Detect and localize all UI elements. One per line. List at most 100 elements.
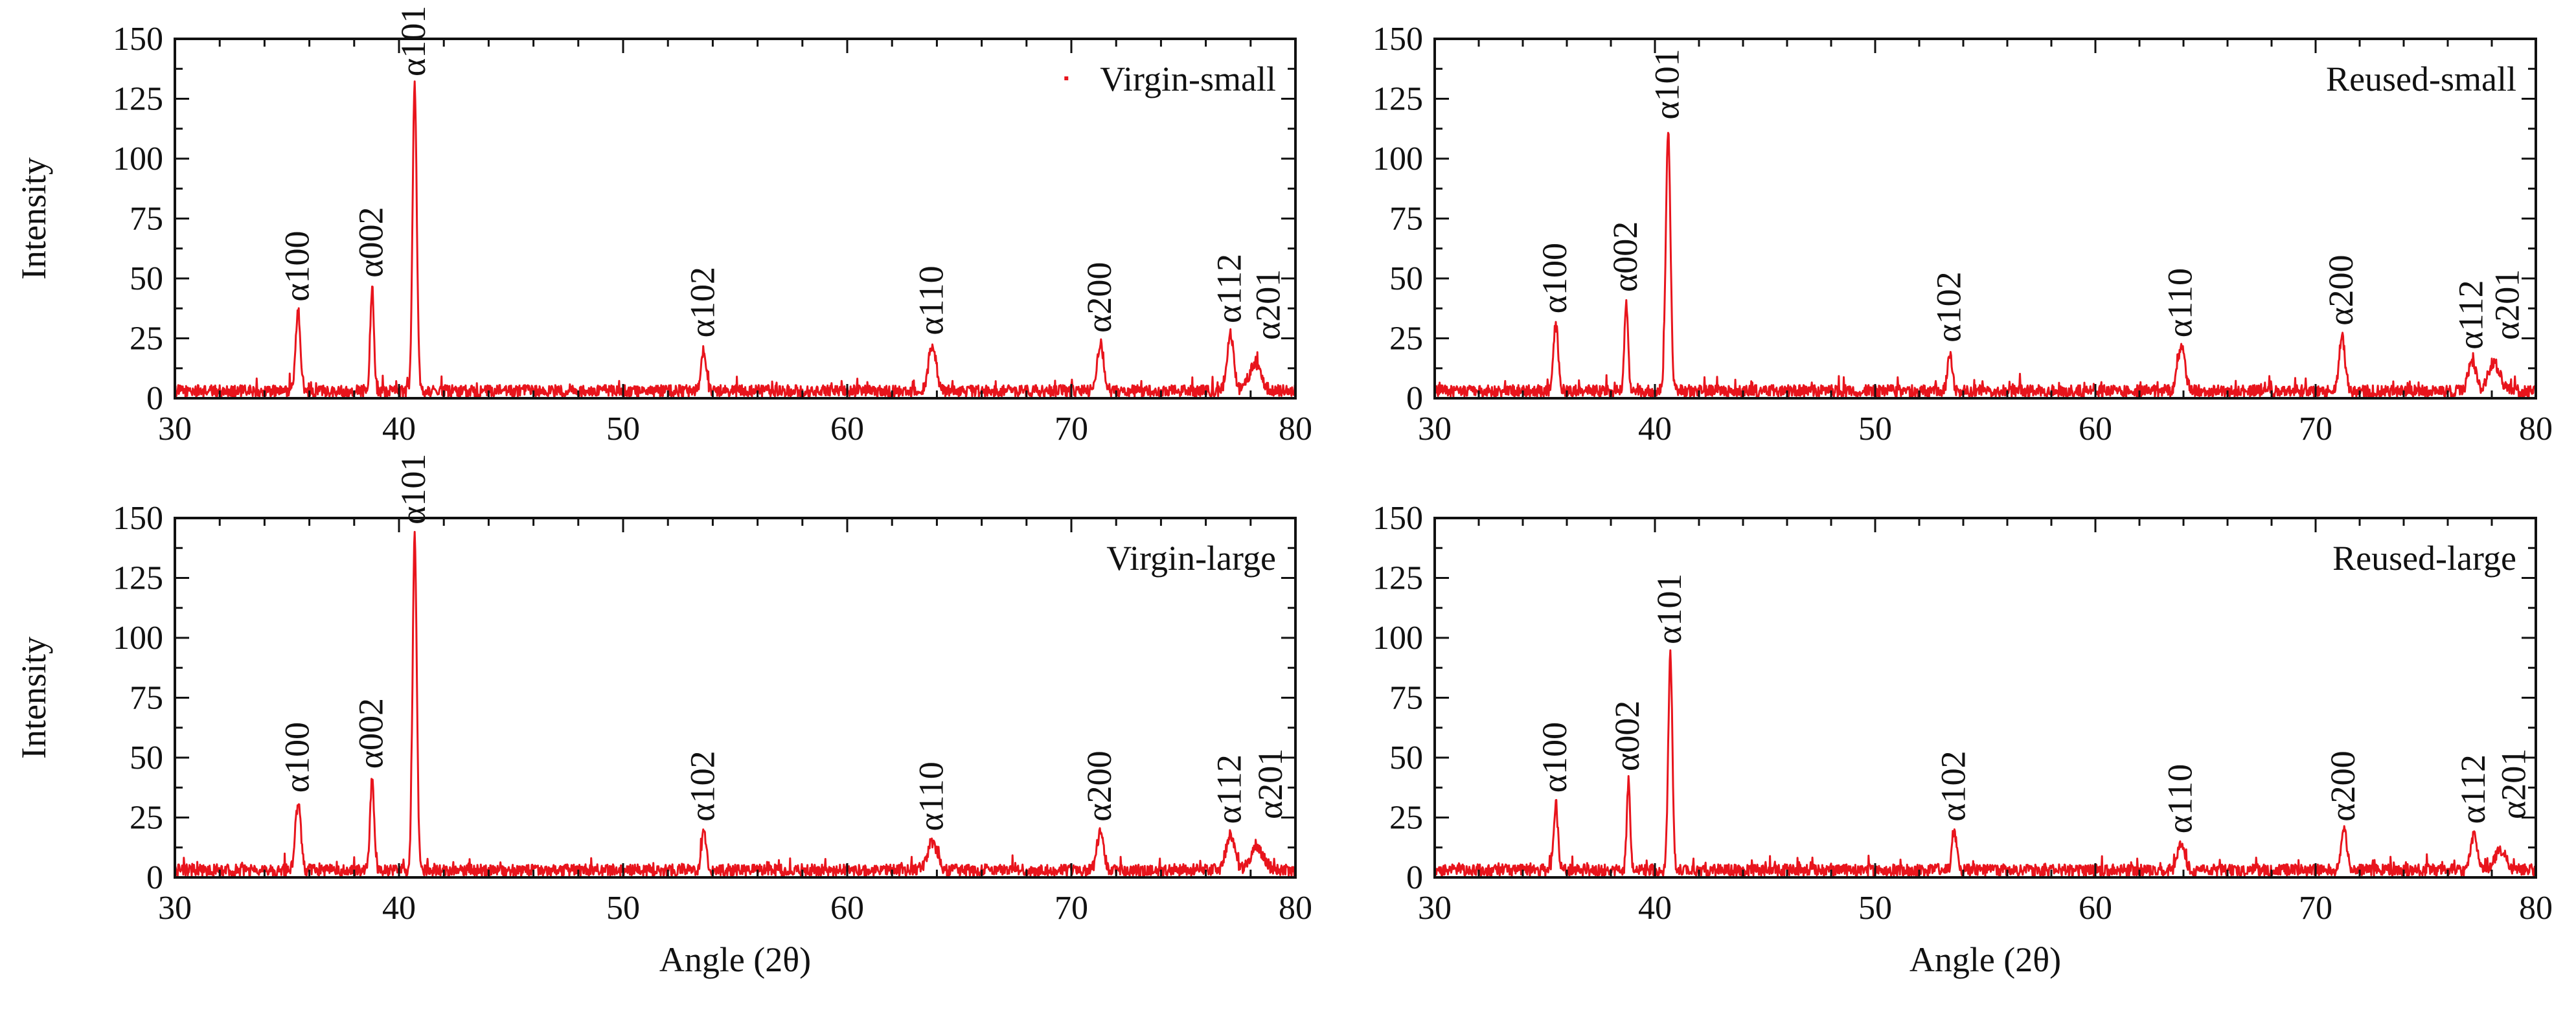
peak-label: α101: [1647, 49, 1686, 119]
peak-label: α200: [2323, 751, 2362, 821]
peak-label: α112: [1210, 754, 1249, 824]
y-tick-label: 75: [130, 201, 163, 238]
peak-label: α102: [683, 267, 722, 337]
peak-label: α110: [2161, 764, 2200, 833]
series-line: [174, 530, 1297, 877]
y-tick-label: 75: [130, 680, 163, 717]
peak-label: α002: [351, 698, 390, 769]
y-axis-label: Intensity: [14, 157, 53, 280]
legend-marker: [1064, 76, 1069, 80]
peak-label: α112: [2454, 754, 2492, 824]
peak-label: α200: [1080, 262, 1119, 333]
peak-label: α101: [394, 6, 433, 76]
x-tick-label: 80: [2519, 411, 2553, 447]
y-tick-label: 75: [1389, 680, 1423, 717]
y-tick-label: 100: [113, 620, 163, 657]
y-tick-label: 50: [130, 739, 163, 776]
peak-label: α201: [1249, 269, 1288, 340]
x-tick-label: 30: [1418, 411, 1452, 447]
x-tick-label: 50: [606, 411, 640, 447]
x-tick-label: 50: [606, 890, 640, 927]
y-tick-label: 100: [113, 141, 163, 177]
x-tick-label: 60: [2079, 411, 2112, 447]
x-tick-label: 70: [2299, 411, 2332, 447]
x-tick-label: 50: [1858, 890, 1892, 927]
series-line: [174, 80, 1297, 398]
peak-label: α100: [277, 722, 316, 793]
series-line: [1433, 649, 2537, 877]
peak-label: α110: [2161, 268, 2200, 337]
panel-4: 30 40 50 60 70 80 0 25 50 75 100 125 150 Angle (2θ) Re…: [1373, 500, 2553, 979]
peak-label: α102: [1933, 751, 1972, 821]
x-tick-label: 40: [1638, 890, 1672, 927]
peak-label: α101: [1650, 574, 1689, 644]
y-tick-label: 25: [130, 321, 163, 357]
x-tick-label: 80: [1279, 890, 1312, 927]
x-tick-label: 80: [1279, 411, 1312, 447]
peak-label: α002: [351, 207, 390, 278]
peak-label: α102: [683, 751, 722, 821]
x-tick-label: 40: [1638, 411, 1672, 447]
y-tick-label: 125: [1373, 81, 1423, 118]
peak-label: α002: [1608, 701, 1647, 771]
x-tick-label: 60: [830, 890, 864, 927]
x-axis-label: Angle (2θ): [659, 940, 811, 979]
peak-label: α201: [2494, 749, 2533, 819]
peak-label: α200: [2321, 255, 2360, 326]
y-tick-label: 75: [1389, 201, 1423, 238]
peak-label: α101: [394, 454, 433, 525]
y-tick-label: 50: [130, 260, 163, 297]
series-line: [1433, 131, 2537, 398]
panel-2: 30 40 50 60 70 80 0 25 50 75 100 125 150 Reused-small…: [1373, 21, 2553, 447]
x-tick-label: 70: [1054, 411, 1088, 447]
legend-label: Reused-large: [2332, 539, 2516, 578]
y-tick-label: 50: [1389, 739, 1423, 776]
x-tick-label: 50: [1858, 411, 1892, 447]
y-tick-label: 150: [1373, 21, 1423, 58]
y-axis-label: Intensity: [14, 637, 53, 759]
peak-label: α201: [2487, 269, 2526, 340]
y-tick-label: 50: [1389, 260, 1423, 297]
legend-label: Virgin-small: [1100, 60, 1276, 98]
x-tick-label: 60: [830, 411, 864, 447]
peak-label: α201: [1251, 749, 1290, 819]
y-tick-label: 125: [113, 560, 163, 597]
peak-label: α100: [1535, 243, 1574, 313]
peak-label: α200: [1080, 751, 1119, 821]
y-tick-label: 0: [1406, 380, 1423, 417]
peak-label: α102: [1930, 271, 1968, 342]
y-tick-label: 0: [146, 859, 163, 896]
peak-label: α002: [1606, 221, 1645, 292]
peak-label: α112: [2451, 280, 2490, 350]
panels: 30 40 50 60 70 80 0 25 50 75 100 125 150 Intensity Vir…: [14, 6, 2553, 979]
y-tick-label: 0: [146, 380, 163, 417]
peak-label: α100: [277, 231, 316, 302]
panel-1: 30 40 50 60 70 80 0 25 50 75 100 125 150 Intensity Vir…: [14, 6, 1312, 447]
x-tick-label: 30: [158, 890, 192, 927]
y-tick-label: 0: [1406, 859, 1423, 896]
y-tick-label: 125: [113, 81, 163, 118]
x-tick-label: 40: [382, 411, 416, 447]
x-tick-label: 80: [2519, 890, 2553, 927]
y-tick-label: 150: [113, 500, 163, 537]
y-tick-label: 100: [1373, 620, 1423, 657]
x-tick-label: 40: [382, 890, 416, 927]
x-tick-label: 30: [1418, 890, 1452, 927]
x-tick-label: 70: [1054, 890, 1088, 927]
y-tick-label: 25: [1389, 321, 1423, 357]
y-tick-label: 125: [1373, 560, 1423, 597]
y-tick-label: 100: [1373, 141, 1423, 177]
panel-3: 30 40 50 60 70 80 0 25 50 75 100 125 150 Intensity Ang…: [14, 454, 1312, 979]
y-tick-label: 25: [1389, 800, 1423, 837]
peak-label: α112: [1210, 254, 1249, 323]
y-tick-label: 150: [1373, 500, 1423, 537]
x-tick-label: 30: [158, 411, 192, 447]
peak-label: α100: [1535, 722, 1574, 793]
y-tick-label: 150: [113, 21, 163, 58]
x-tick-label: 60: [2079, 890, 2112, 927]
legend-label: Virgin-large: [1106, 539, 1276, 578]
peak-label: α110: [911, 762, 950, 831]
legend-label: Reused-small: [2326, 60, 2516, 98]
